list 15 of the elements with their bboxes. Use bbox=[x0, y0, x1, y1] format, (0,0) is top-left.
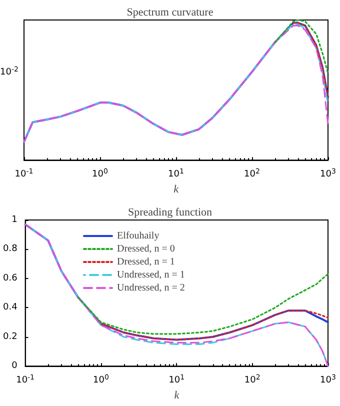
legend-label: Dressed, n = 0 bbox=[117, 244, 175, 254]
y-tick-label: 0 bbox=[12, 361, 18, 372]
legend-label: Dressed, n = 1 bbox=[117, 256, 175, 268]
chart-title: Spreading function bbox=[128, 206, 212, 218]
y-tick-label: 0.4 bbox=[2, 302, 18, 313]
y-tick-label: 0.8 bbox=[2, 244, 18, 254]
y-tick-label: 1 bbox=[12, 215, 18, 225]
legend-label: Elfouhaily bbox=[117, 230, 160, 242]
x-axis-title: k bbox=[174, 184, 180, 196]
x-axis-title: k bbox=[174, 390, 180, 402]
y-tick-label: 0.2 bbox=[2, 332, 18, 342]
chart-title: Spectrum curvature bbox=[126, 6, 214, 18]
legend-label: Undressed, n = 1 bbox=[117, 270, 185, 280]
y-tick-label: 0.6 bbox=[2, 273, 18, 284]
legend-label: Undressed, n = 2 bbox=[117, 282, 185, 294]
